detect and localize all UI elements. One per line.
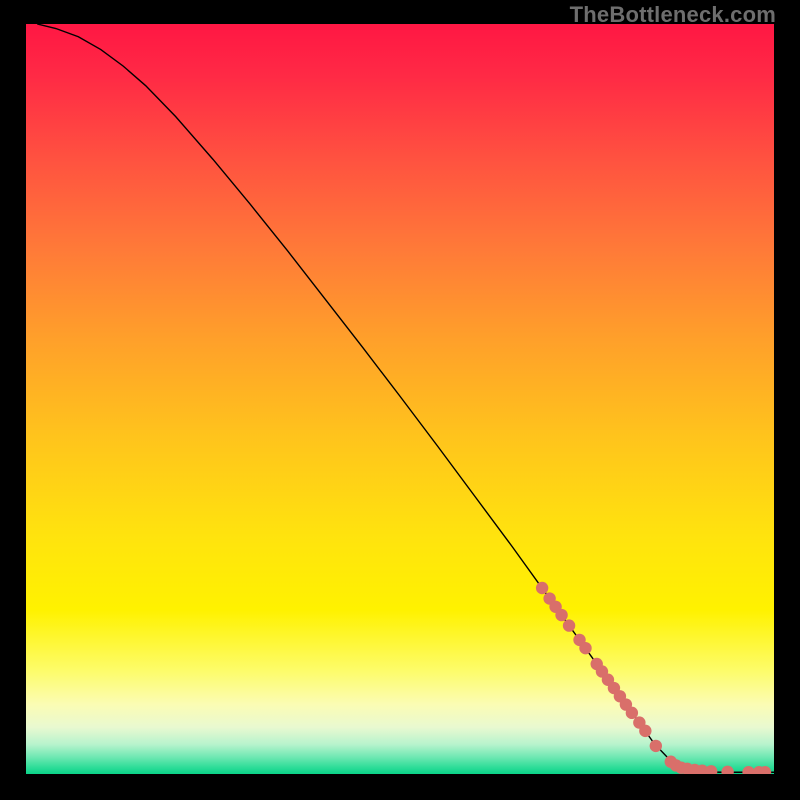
gradient-background [26, 24, 774, 776]
marker-point [626, 707, 638, 719]
marker-point [650, 740, 662, 752]
chart-svg [26, 24, 774, 776]
marker-point [639, 725, 651, 737]
marker-point [536, 582, 548, 594]
bottom-black-strip [26, 774, 774, 776]
marker-point [579, 642, 591, 654]
chart-area [26, 24, 774, 776]
marker-point [555, 609, 567, 621]
marker-point [563, 619, 575, 631]
